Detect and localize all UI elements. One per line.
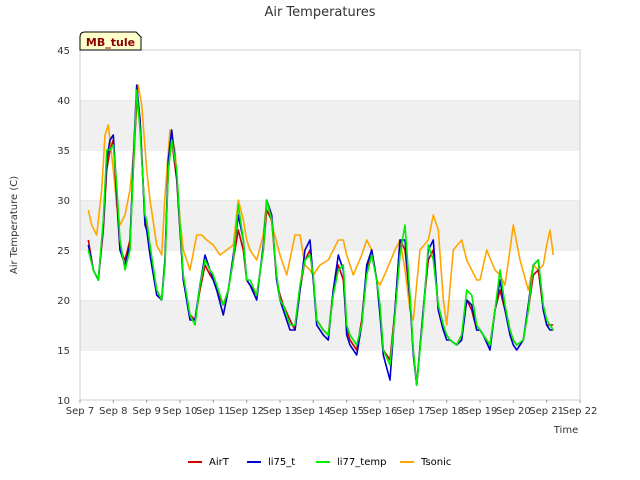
x-tick-label: Sep 20: [496, 406, 531, 417]
y-tick-labels: 10 15 20 25 30 35 40 45: [57, 46, 70, 407]
y-tick-label: 25: [57, 246, 70, 257]
x-tick-label: Sep 17: [396, 406, 431, 417]
x-tick-label: Sep 9: [132, 406, 160, 417]
y-tick-label: 30: [57, 196, 70, 207]
grid-band: [80, 150, 580, 200]
grid-band: [80, 50, 580, 100]
x-tick-label: Sep 15: [329, 406, 364, 417]
y-tick-label: 35: [57, 146, 70, 157]
x-tick-label: Sep 18: [429, 406, 464, 417]
legend-label: li77_temp: [337, 457, 386, 468]
x-tick-label: Sep 7: [66, 406, 94, 417]
grid-band: [80, 100, 580, 150]
grid-bands: [80, 49, 580, 400]
plot-frame: [79, 49, 581, 401]
y-tick-label: 15: [57, 346, 70, 357]
x-tick-label: Sep 10: [163, 406, 198, 417]
y-tick-label: 10: [57, 396, 70, 407]
x-tick-label: Sep 11: [196, 406, 231, 417]
legend-label: AirT: [209, 457, 230, 468]
y-tick-label: 40: [57, 96, 70, 107]
series-line-li77-temp: [87, 89, 554, 386]
x-tick-label: Sep 8: [99, 406, 127, 417]
site-tag: MB_tule: [79, 31, 142, 51]
site-tag-background: [79, 31, 142, 51]
series-line-tsonic: [87, 84, 555, 326]
legend: AirT li75_t li77_temp Tsonic: [188, 457, 451, 468]
legend-label: Tsonic: [420, 457, 451, 468]
series-lines: [87, 84, 555, 386]
grid-band: [80, 350, 580, 400]
grid-band: [80, 200, 580, 250]
y-tick-label: 45: [57, 46, 70, 57]
x-axis-label: Time: [553, 425, 578, 436]
chart-title: Air Temperatures: [264, 5, 375, 20]
x-tick-label: Sep 19: [463, 406, 498, 417]
site-tag-label: MB_tule: [86, 36, 135, 49]
x-tick-label: Sep 13: [263, 406, 298, 417]
x-tick-label: Sep 21: [529, 406, 564, 417]
x-tick-label: Sep 14: [296, 406, 331, 417]
x-tick-label: Sep 16: [363, 406, 398, 417]
y-axis-label: Air Temperature (C): [9, 176, 20, 274]
y-tick-label: 20: [57, 296, 70, 307]
legend-label: li75_t: [268, 457, 295, 468]
x-tick-label: Sep 22: [563, 406, 598, 417]
x-tick-label: Sep 12: [229, 406, 264, 417]
